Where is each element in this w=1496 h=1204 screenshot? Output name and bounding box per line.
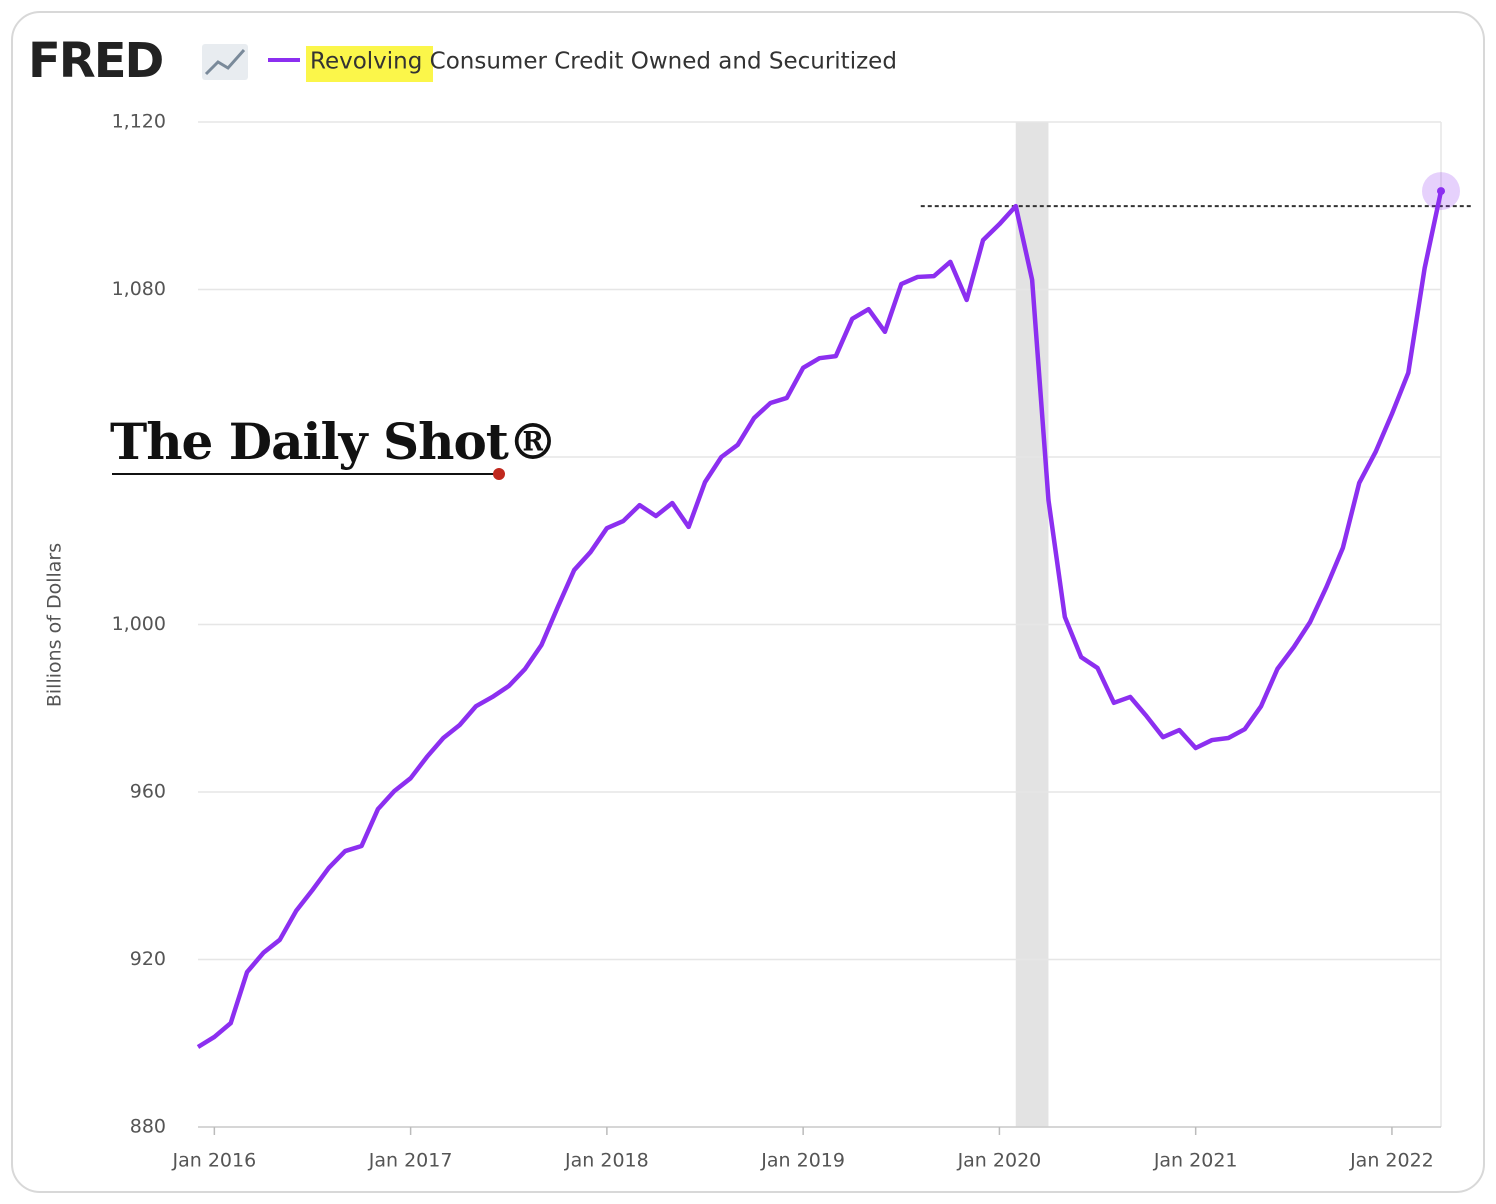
y-tick-label: 920 <box>130 948 166 970</box>
y-tick-label: 880 <box>130 1116 166 1138</box>
y-tick-label: 1,000 <box>112 613 166 635</box>
card <box>11 11 1485 1193</box>
y-tick-label: 1,120 <box>112 111 166 133</box>
brand-logo: FRED <box>28 33 163 89</box>
watermark: The Daily Shot® <box>110 412 557 471</box>
y-axis-label: Billions of Dollars <box>44 543 66 707</box>
legend-label: Revolving Consumer Credit Owned and Secu… <box>310 49 897 75</box>
x-tick-label: Jan 2016 <box>172 1150 257 1172</box>
series-line <box>196 190 1444 1049</box>
x-tick-label: Jan 2021 <box>1153 1150 1238 1172</box>
x-tick-label: Jan 2020 <box>957 1150 1042 1172</box>
logo-icon <box>202 44 248 80</box>
last-point <box>1437 187 1445 196</box>
x-tick-label: Jan 2018 <box>564 1150 649 1172</box>
watermark-box: The Daily Shot® <box>100 405 558 485</box>
x-tick-label: Jan 2022 <box>1349 1150 1434 1172</box>
x-tick-label: Jan 2019 <box>760 1150 845 1172</box>
y-tick-label: 960 <box>130 781 166 803</box>
highlight <box>306 46 433 82</box>
y-tick-label: 1,080 <box>112 278 166 300</box>
x-tick-label: Jan 2017 <box>368 1150 453 1172</box>
